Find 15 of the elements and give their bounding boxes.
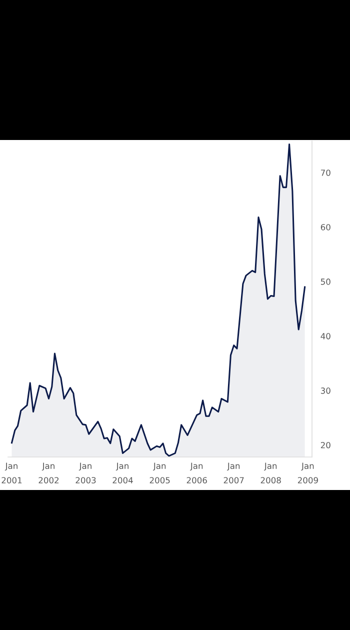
x-tick-label: Jan 2008 (260, 462, 281, 484)
x-tick-label: Jan 2002 (38, 462, 59, 484)
y-tick-label: 20 (320, 442, 330, 448)
y-tick-label: 70 (321, 170, 330, 176)
y-tick-label: 60 (320, 224, 330, 230)
y-tick-label: 50 (320, 278, 330, 285)
y-tick-label: 30 (320, 388, 330, 394)
x-tick-label: Jan 2007 (224, 462, 244, 484)
x-tick-label: Jan 2005 (150, 462, 170, 484)
x-tick-label: Jan 2009 (298, 462, 318, 484)
y-tick-label: 40 (320, 333, 330, 340)
x-tick-label: Jan 2003 (76, 462, 96, 484)
x-tick-label: Jan 2001 (2, 462, 22, 484)
x-tick-label: Jan 2004 (112, 462, 133, 484)
x-tick-label: Jan 2006 (186, 462, 207, 484)
